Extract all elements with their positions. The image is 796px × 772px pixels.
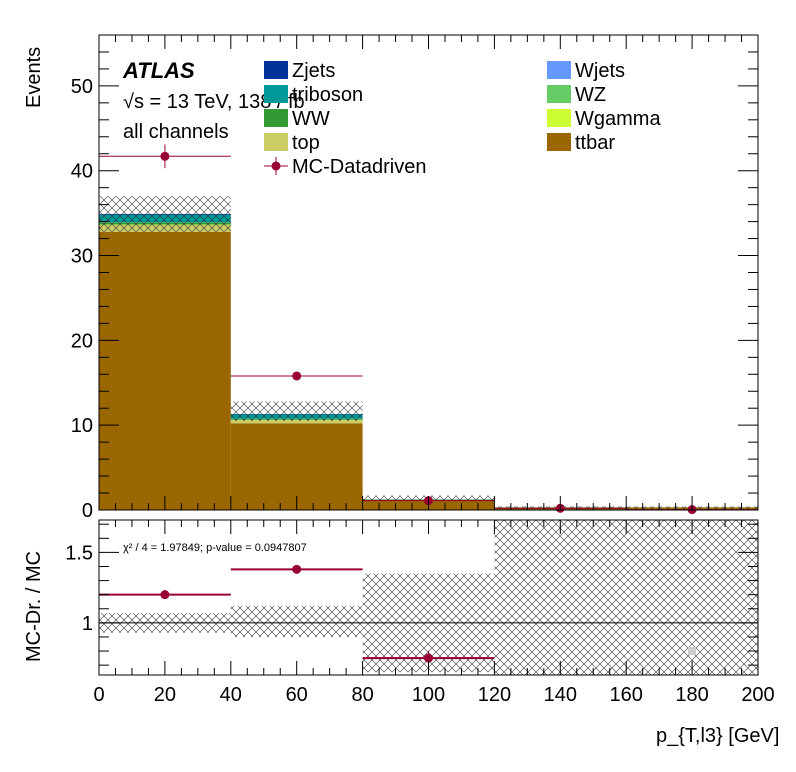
- x-tick-label-5: 100: [412, 684, 445, 706]
- x-tick-label-2: 40: [220, 684, 242, 706]
- legend-label-Zjets: Zjets: [292, 60, 335, 82]
- ratio-ylabel: MC-Dr. / MC: [23, 551, 45, 662]
- x-axis-title: p_{T,l3} [GeV]: [656, 725, 779, 747]
- legend-swatch-triboson: [264, 85, 288, 103]
- ratio-band-1: [230, 605, 363, 637]
- ratio-ytick-label-1: 1.5: [65, 542, 93, 564]
- x-tick-label-6: 120: [478, 684, 511, 706]
- legend-swatch-WZ: [547, 85, 571, 103]
- ratio-point-0: [160, 590, 170, 600]
- legend-swatch-WW: [264, 109, 288, 127]
- legend-swatch-ttbar: [547, 133, 571, 151]
- ratio-band-3: [494, 520, 627, 675]
- x-tick-label-7: 140: [544, 684, 577, 706]
- legend-swatch-Wjets: [547, 61, 571, 79]
- bar-ttbar-0: [99, 231, 231, 511]
- legend-marker-MC-Datadriven: [271, 161, 281, 171]
- main-ytick-label-4: 40: [71, 161, 93, 183]
- bar-ttbar-1: [230, 423, 363, 510]
- legend-label-MC-Datadriven: MC-Datadriven: [292, 156, 426, 178]
- main-ytick-label-3: 30: [71, 246, 93, 268]
- legend-label-triboson: triboson: [292, 84, 363, 106]
- data-point-0: [160, 151, 170, 161]
- x-tick-label-10: 200: [741, 684, 774, 706]
- legend-label-WW: WW: [292, 108, 330, 130]
- x-tick-label-0: 0: [93, 684, 104, 706]
- x-tick-label-8: 160: [610, 684, 643, 706]
- energy-label: √s = 13 TeV, 138 / fb: [123, 91, 305, 113]
- uncertainty-band-0: [99, 196, 231, 232]
- main-ytick-label-2: 20: [71, 330, 93, 352]
- uncertainty-band-1: [230, 401, 363, 421]
- ratio-ytick-label-0: 1: [82, 613, 93, 635]
- main-ytick-label-0: 0: [82, 500, 93, 522]
- legend-label-Wjets: Wjets: [575, 60, 625, 82]
- x-tick-label-4: 80: [351, 684, 373, 706]
- legend-label-Wgamma: Wgamma: [575, 108, 661, 130]
- ratio-panel: 1 1.5 0 20 40 60 80 100 120 140 160 180 200: [65, 519, 775, 706]
- bar-top-1: [230, 420, 363, 424]
- legend-label-top: top: [292, 132, 320, 154]
- legend-label-ttbar: ttbar: [575, 132, 615, 154]
- legend-swatch-Wgamma: [547, 109, 571, 127]
- atlas-label: ATLAS: [122, 58, 195, 83]
- main-ylabel: Events: [23, 47, 45, 108]
- x-tick-label-9: 180: [675, 684, 708, 706]
- legend-label-WZ: WZ: [575, 84, 606, 106]
- ratio-point-1: [292, 564, 302, 574]
- x-tick-label-3: 60: [286, 684, 308, 706]
- ratio-extra-point: [688, 647, 697, 656]
- legend-swatch-Zjets: [264, 61, 288, 79]
- ratio-point-2: [424, 653, 433, 663]
- main-ytick-label-5: 50: [71, 76, 93, 98]
- legend-swatch-top: [264, 133, 288, 151]
- chi2-text: χ² / 4 = 1.97849; p-value = 0.0947807: [123, 542, 307, 554]
- channel-label: all channels: [123, 121, 229, 143]
- main-panel: 0 10 20 30 40 50: [71, 34, 759, 522]
- main-ytick-label-1: 10: [71, 415, 93, 437]
- x-tick-label-1: 20: [154, 684, 176, 706]
- data-point-1: [292, 371, 302, 381]
